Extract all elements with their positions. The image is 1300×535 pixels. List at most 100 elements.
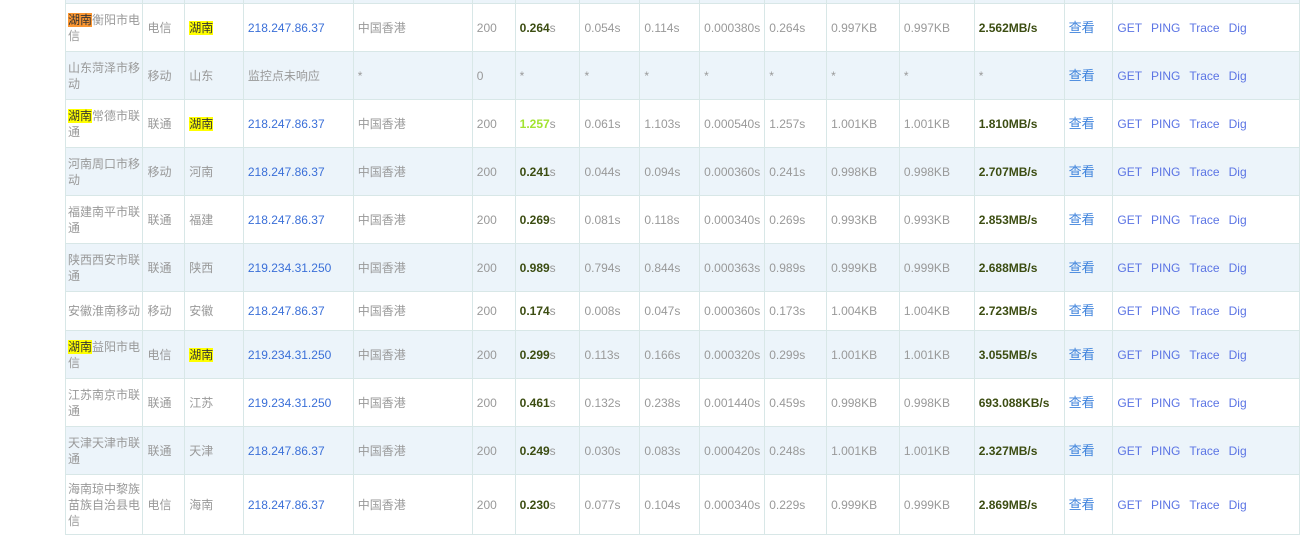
ping-link[interactable]: PING	[1151, 304, 1181, 318]
province-cell: 福建	[184, 195, 244, 244]
view-link[interactable]: 查看	[1068, 163, 1095, 179]
dig-link[interactable]: Dig	[1228, 116, 1247, 131]
trace-link[interactable]: Trace	[1189, 347, 1220, 362]
trace-link[interactable]: Trace	[1189, 68, 1220, 83]
trace-link[interactable]: Trace	[1189, 116, 1220, 131]
view-link[interactable]: 查看	[1068, 394, 1095, 410]
total-time-unit: s	[549, 260, 556, 275]
dig-link[interactable]: Dig	[1228, 260, 1247, 275]
get-link[interactable]: GET	[1117, 20, 1143, 35]
trace-link[interactable]: Trace	[1189, 260, 1220, 275]
dig-link[interactable]: Dig	[1228, 212, 1247, 227]
dig-link[interactable]: Dig	[1228, 68, 1247, 83]
get-link[interactable]: GET	[1117, 116, 1143, 131]
isp-cell: 联通	[142, 378, 186, 427]
trace-link[interactable]: Trace	[1189, 443, 1220, 458]
tools-cell: GET PING Trace Dig	[1112, 426, 1300, 475]
get-link[interactable]: GET	[1117, 260, 1143, 275]
monitor-name: 常德市联通	[68, 108, 141, 139]
file-size-cell: 0.999KB	[826, 243, 900, 292]
dig-link[interactable]: Dig	[1228, 347, 1247, 362]
table-row: 天津天津市联通 联通 天津 218.247.86.37 中国香港 200 0.2…	[64, 426, 1300, 475]
ip-link[interactable]: 219.234.31.250	[247, 347, 332, 362]
dig-link[interactable]: Dig	[1228, 497, 1247, 512]
ip-link[interactable]: 218.247.86.37	[247, 497, 325, 512]
get-link[interactable]: GET	[1117, 395, 1143, 410]
time-2-cell: 0.166s	[639, 330, 701, 379]
file-size-cell: 0.998KB	[826, 378, 900, 427]
province-cell: 海南	[184, 474, 244, 535]
download-speed-value: 2.853MB/s	[978, 212, 1038, 227]
trace-link[interactable]: Trace	[1189, 497, 1220, 512]
dig-link[interactable]: Dig	[1228, 395, 1247, 410]
ip-value: 219.234.31.250	[248, 348, 331, 362]
get-link[interactable]: GET	[1117, 497, 1143, 512]
get-link[interactable]: GET	[1117, 68, 1143, 83]
ip-link[interactable]: 218.247.86.37	[247, 212, 325, 227]
monitor-name: 衡阳市电信	[68, 12, 141, 43]
province-cell: 天津	[184, 426, 244, 475]
ping-link[interactable]: PING	[1151, 20, 1181, 35]
trace-link[interactable]: Trace	[1189, 304, 1220, 318]
view-link[interactable]: 查看	[1068, 303, 1095, 318]
speed-cell: 2.869MB/s	[973, 474, 1065, 535]
ip-link[interactable]: 218.247.86.37	[247, 116, 325, 131]
table-row: 湖南常德市联通 联通 湖南 218.247.86.37 中国香港 200 1.2…	[64, 99, 1300, 148]
total-time-unit: s	[549, 164, 556, 179]
ping-link[interactable]: PING	[1151, 395, 1181, 410]
view-cell: 查看	[1063, 474, 1114, 535]
isp-cell: 移动	[142, 291, 186, 331]
ip-value: 218.247.86.37	[248, 304, 325, 318]
ping-link[interactable]: PING	[1151, 443, 1181, 458]
view-link[interactable]: 查看	[1068, 211, 1095, 227]
total-time-cell: 0.299s	[514, 330, 581, 379]
dig-link[interactable]: Dig	[1228, 443, 1247, 458]
view-link[interactable]: 查看	[1068, 67, 1095, 83]
ip-link[interactable]: 219.234.31.250	[247, 260, 332, 275]
total-time-cell: 0.269s	[514, 195, 581, 244]
trace-link[interactable]: Trace	[1189, 212, 1220, 227]
total-time-cell: 0.264s	[514, 3, 581, 52]
trace-link[interactable]: Trace	[1189, 164, 1220, 179]
trace-link[interactable]: Trace	[1189, 20, 1220, 35]
view-link[interactable]: 查看	[1068, 346, 1095, 362]
time-1-cell: 0.008s	[579, 291, 641, 331]
ip-link[interactable]: 218.247.86.37	[247, 20, 325, 35]
get-link[interactable]: GET	[1117, 347, 1143, 362]
view-link[interactable]: 查看	[1068, 259, 1095, 275]
get-link[interactable]: GET	[1117, 443, 1143, 458]
get-link[interactable]: GET	[1117, 164, 1143, 179]
dig-link[interactable]: Dig	[1228, 20, 1247, 35]
download-speed-value: *	[978, 68, 984, 83]
ip-link[interactable]: 218.247.86.37	[247, 443, 325, 458]
view-link[interactable]: 查看	[1068, 115, 1095, 131]
view-link[interactable]: 查看	[1068, 19, 1095, 35]
ping-link[interactable]: PING	[1151, 260, 1181, 275]
ping-link[interactable]: PING	[1151, 164, 1181, 179]
time-1-cell: 0.030s	[579, 426, 641, 475]
dig-link[interactable]: Dig	[1228, 304, 1247, 318]
ip-link[interactable]: 218.247.86.37	[247, 164, 325, 179]
ping-link[interactable]: PING	[1151, 116, 1181, 131]
ping-link[interactable]: PING	[1151, 68, 1181, 83]
ip-cell: 218.247.86.37	[242, 147, 354, 196]
dig-link[interactable]: Dig	[1228, 164, 1247, 179]
ip-link[interactable]: 218.247.86.37	[247, 304, 325, 318]
trace-link[interactable]: Trace	[1189, 395, 1220, 410]
total-time-unit: s	[549, 116, 556, 131]
speed-cell: 3.055MB/s	[973, 330, 1065, 379]
ping-link[interactable]: PING	[1151, 347, 1181, 362]
ping-link[interactable]: PING	[1151, 497, 1181, 512]
ip-value: 218.247.86.37	[248, 117, 325, 131]
ping-link[interactable]: PING	[1151, 212, 1181, 227]
view-cell: 查看	[1063, 51, 1114, 100]
view-link[interactable]: 查看	[1068, 496, 1095, 512]
ip-cell: 219.234.31.250	[242, 243, 354, 292]
view-link[interactable]: 查看	[1068, 442, 1095, 458]
province-cell: 安徽	[184, 291, 244, 331]
ip-link[interactable]: 219.234.31.250	[247, 395, 332, 410]
get-link[interactable]: GET	[1117, 212, 1143, 227]
download-size-cell: 0.993KB	[898, 195, 975, 244]
speed-cell: 2.853MB/s	[973, 195, 1065, 244]
get-link[interactable]: GET	[1117, 304, 1143, 318]
